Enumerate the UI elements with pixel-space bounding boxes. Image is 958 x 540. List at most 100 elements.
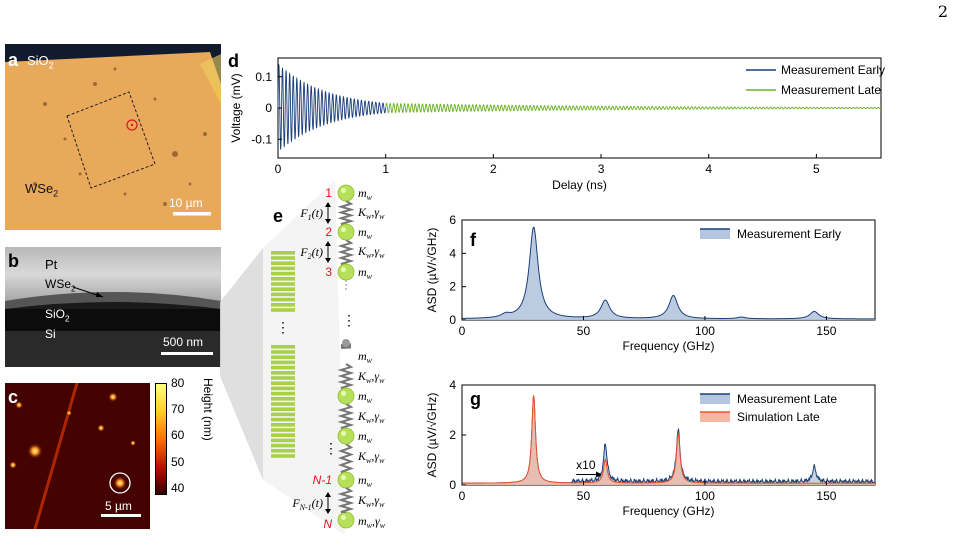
- force-label: FN-1(t): [291, 496, 323, 512]
- force-arrowhead: [325, 509, 331, 514]
- stack-layer: [271, 292, 295, 297]
- mass-ball: [337, 471, 355, 489]
- legend-swatch: [700, 394, 730, 404]
- spring: [337, 200, 355, 225]
- chain-label: Kw,γw: [357, 205, 385, 221]
- panel-letter-g: g: [470, 389, 481, 409]
- panel-letter-d: d: [228, 51, 239, 71]
- series-line-1: [385, 102, 882, 114]
- stack-layer: [271, 256, 295, 260]
- mass-ball: [337, 223, 355, 241]
- stack-layer: [271, 350, 295, 354]
- force-label: F1(t): [299, 206, 323, 222]
- y-tick-label: 6: [449, 213, 456, 227]
- x-tick-label: 0: [275, 162, 282, 176]
- label-si: Si: [45, 327, 56, 341]
- panel-b-image: b Pt WSe2 SiO2 Si 500 nm: [5, 247, 221, 367]
- colorbar: 80 70 60 50 40 Height (nm): [155, 376, 225, 498]
- chain-label: mw: [358, 429, 373, 445]
- spring: [337, 487, 355, 513]
- stack-layer: [271, 443, 295, 448]
- subscript: 2: [308, 252, 312, 261]
- mass-highlight: [341, 391, 346, 396]
- stack-layer: [271, 407, 295, 411]
- stack-layer: [271, 391, 295, 396]
- chain-label-extra: ,γ: [371, 205, 379, 219]
- x10-annotation: x10: [576, 458, 596, 472]
- chart-f-svg: 0 50 100 150 6 4 2 0 Frequency (GHz) ASD (µV/√GHz…: [425, 213, 876, 353]
- stack-layer: [271, 297, 295, 302]
- subscript: w: [366, 456, 372, 465]
- stack-layer: [271, 365, 295, 370]
- stack-layer: [271, 282, 295, 286]
- chain-label: Kw,γw: [357, 493, 385, 509]
- subscript: w: [379, 212, 385, 221]
- node-number: 1: [325, 186, 332, 200]
- x-tick-label: 2: [490, 162, 497, 176]
- chain-label: mw: [358, 389, 373, 405]
- y-tick-label: 2: [449, 428, 456, 442]
- stack-layer: [271, 355, 295, 359]
- subscript: w: [366, 500, 372, 509]
- subscript: w: [367, 521, 373, 530]
- force-arrowhead: [325, 492, 331, 497]
- series-line-0: [277, 63, 387, 150]
- colorbar-tick: 80: [171, 376, 185, 390]
- stack-layer: [271, 428, 295, 432]
- x-axis-label: Frequency (GHz): [622, 339, 714, 353]
- subscript: w: [367, 356, 373, 365]
- subscript: w: [367, 480, 373, 489]
- x-tick-label: 4: [705, 162, 712, 176]
- chain-label: mw,γw: [358, 514, 386, 530]
- stack-layer: [271, 287, 295, 291]
- spring: [337, 239, 355, 265]
- x10-arrowhead: [596, 471, 603, 478]
- subscript: w: [379, 456, 385, 465]
- label-wse2-b: WSe2: [45, 277, 76, 294]
- legend-label: Measurement Early: [781, 63, 885, 77]
- spring: [337, 363, 355, 389]
- series-line-1: [462, 395, 875, 484]
- chart-g: 0 50 100 150 4 2 0 Frequency (GHz) ASD (µV/√GHz)…: [420, 375, 890, 535]
- panel-letter-e: e: [273, 206, 284, 226]
- force-arrowhead: [325, 241, 331, 246]
- label-sio2-b: SiO2: [45, 307, 70, 324]
- mass-highlight: [341, 515, 346, 520]
- legend-swatch: [700, 412, 730, 422]
- mass-highlight: [341, 475, 346, 480]
- x-tick-label: 150: [816, 489, 836, 503]
- colorbar-tick: 40: [171, 481, 185, 495]
- colorbar-tick: 70: [171, 402, 185, 416]
- x-tick-label: 1: [382, 162, 389, 176]
- stack-layer: [271, 251, 295, 255]
- x-tick-label: 100: [695, 324, 715, 338]
- stack-layer: [271, 266, 295, 271]
- mass-highlight: [341, 188, 346, 193]
- x-tick-label: 0: [459, 489, 466, 503]
- chain-label-extra: ,γ: [371, 244, 379, 258]
- chain-label-extra: ,γ: [372, 514, 380, 528]
- y-tick-label: 2: [449, 280, 456, 294]
- mass-ball: [337, 427, 355, 445]
- stack-layer: [271, 438, 295, 443]
- series-line-0: [461, 226, 875, 320]
- node-number: N: [323, 517, 332, 531]
- stack-layer: [271, 308, 295, 312]
- force-label-tail: (t): [312, 206, 323, 220]
- chain-label: mw: [358, 473, 373, 489]
- stack-layer: [271, 261, 295, 265]
- subscript: w: [367, 436, 373, 445]
- scalebar-label-c: 5 µm: [105, 499, 132, 513]
- panel-a-image: a SiO2 WSe2 10 µm: [5, 44, 221, 230]
- chain-label-extra: ,γ: [371, 409, 379, 423]
- subscript: N-1: [299, 503, 312, 512]
- stack-layer: [271, 371, 295, 375]
- x-tick-label: 0: [459, 324, 466, 338]
- mass-highlight: [341, 267, 346, 272]
- afm-height-map: [5, 382, 150, 530]
- optical-micrograph: [5, 44, 221, 230]
- stack-layer: [271, 381, 295, 385]
- subscript: w: [379, 500, 385, 509]
- y-tick-label: 4: [449, 378, 456, 392]
- legend-label: Measurement Late: [781, 83, 881, 97]
